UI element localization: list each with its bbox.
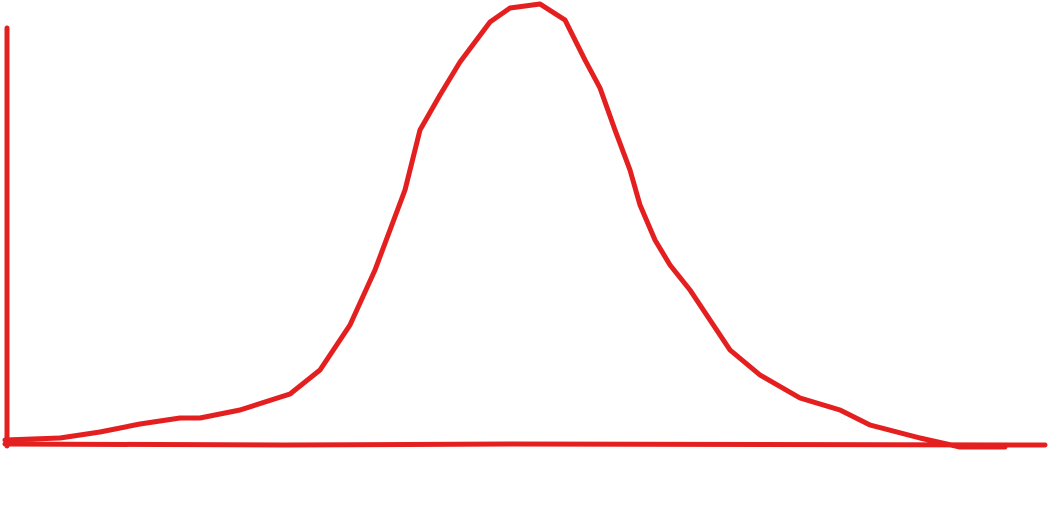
bell-curve [2,1,1008,450]
x-axis-line [2,441,1048,448]
